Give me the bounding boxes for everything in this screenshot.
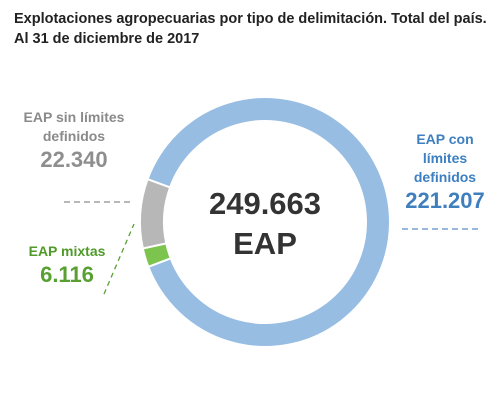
callout-sin-limites-label-2: definidos [42, 128, 106, 144]
callout-con-limites-label-3: definidos [413, 169, 477, 185]
leader-line-mixtas [103, 223, 135, 295]
donut-center-unit: EAP [233, 226, 297, 261]
donut-center-total: 249.663 [208, 186, 322, 221]
callout-con-limites-value: 221.207 [405, 188, 485, 213]
callout-sin-limites-label-1: EAP sin límites [23, 109, 125, 125]
chart-title: Explotaciones agropecuarias por tipo de … [14, 9, 494, 49]
callout-sin-limites-value: 22.340 [40, 147, 108, 172]
callout-sin-limites: EAP sin límites definidos 22.340 [14, 108, 134, 174]
chart-title-line-1: Explotaciones agropecuarias por tipo de … [14, 11, 487, 27]
chart-title-line-2: Al 31 de diciembre de 2017 [14, 31, 200, 47]
callout-con-limites-label-1: EAP con [416, 131, 474, 147]
callout-con-limites: EAP con límites definidos 221.207 [390, 130, 500, 215]
donut-slice-2 [139, 177, 172, 250]
callout-mixtas-value: 6.116 [40, 262, 94, 287]
callout-mixtas: EAP mixtas 6.116 [12, 242, 122, 289]
callout-mixtas-label: EAP mixtas [28, 243, 106, 259]
callout-con-limites-label-2: límites [422, 150, 468, 166]
donut-slices [139, 96, 391, 348]
donut-slice-0 [146, 96, 391, 348]
